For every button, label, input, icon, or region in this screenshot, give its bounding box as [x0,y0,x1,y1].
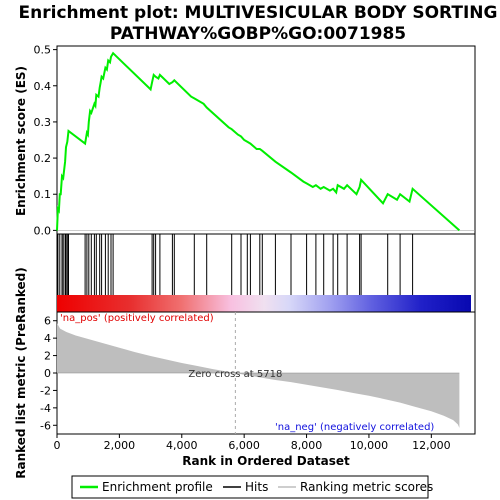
es-ytick-label: 0.5 [34,44,52,57]
metric-ytick-label: 2 [44,350,51,363]
es-ytick-label: 0.2 [34,152,52,165]
xtick-label: 4,000 [166,439,198,452]
metric-ytick-label: -4 [40,402,51,415]
chart-title-line-2: PATHWAY%GOBP%GO:0071985 [110,24,406,44]
legend-label-enrichment: Enrichment profile [102,480,213,494]
es-panel [57,46,475,234]
metric-ytick-label: 0 [44,367,51,380]
x-axis-label: Rank in Ordered Dataset [182,454,350,468]
metric-ytick-label: -2 [40,384,51,397]
legend-label-metric: Ranking metric scores [300,480,433,494]
rank-color-bar [57,295,471,312]
xtick-label: 6,000 [228,439,260,452]
es-ytick-label: 0.1 [34,188,52,201]
xtick-label: 12,000 [412,439,451,452]
es-ytick-label: 0.3 [34,116,52,129]
metric-y-axis-label: Ranked list metric (PreRanked) [14,267,28,479]
neg-correlated-label: 'na_neg' (negatively correlated) [275,422,434,433]
metric-ytick-label: -6 [40,419,51,432]
es-ytick-label: 0.0 [34,224,52,237]
zero-cross-label: Zero cross at 5718 [188,369,282,380]
xtick-label: 8,000 [291,439,323,452]
metric-ytick-label: 6 [44,315,51,328]
legend: Enrichment profile Hits Ranking metric s… [72,476,433,498]
legend-label-hits: Hits [245,480,268,494]
metric-ytick-label: 4 [44,332,51,345]
es-ytick-label: 0.4 [34,80,52,93]
chart-title-line-1: Enrichment plot: MULTIVESICULAR BODY SOR… [19,3,498,23]
pos-correlated-label: 'na_pos' (positively correlated) [60,313,214,324]
xtick-label: 2,000 [104,439,136,452]
xtick-label: 10,000 [350,439,389,452]
es-y-axis-label: Enrichment score (ES) [14,66,28,216]
xtick-label: 0 [54,439,61,452]
